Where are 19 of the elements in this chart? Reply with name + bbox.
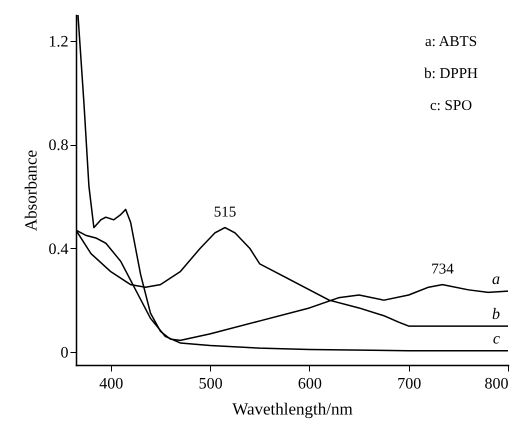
series-label: c xyxy=(492,330,500,348)
series-label: a xyxy=(492,271,500,288)
annotation: 734 xyxy=(431,262,454,278)
annotation: b: DPPH xyxy=(424,66,478,82)
x-tick-label: 700 xyxy=(397,376,422,392)
x-tick-label: 600 xyxy=(298,376,322,392)
y-axis-title: Absorbance xyxy=(22,150,40,232)
y-tick-label: 0 xyxy=(60,344,68,362)
annotation: 515 xyxy=(214,204,236,221)
annotation: a: ABTS xyxy=(424,34,478,50)
x-tick-label: 800 xyxy=(484,376,508,392)
y-tick-label: 0.8 xyxy=(48,137,68,154)
x-tick-label: 400 xyxy=(99,376,124,392)
series-label: b xyxy=(492,306,500,324)
x-tick-label: 500 xyxy=(198,376,223,392)
x-axis-title: Wavethlength/nm xyxy=(232,400,353,418)
annotation: c: SPO xyxy=(430,98,472,114)
y-tick-label: 1.2 xyxy=(48,33,68,50)
y-tick-label: 0.4 xyxy=(48,240,68,258)
